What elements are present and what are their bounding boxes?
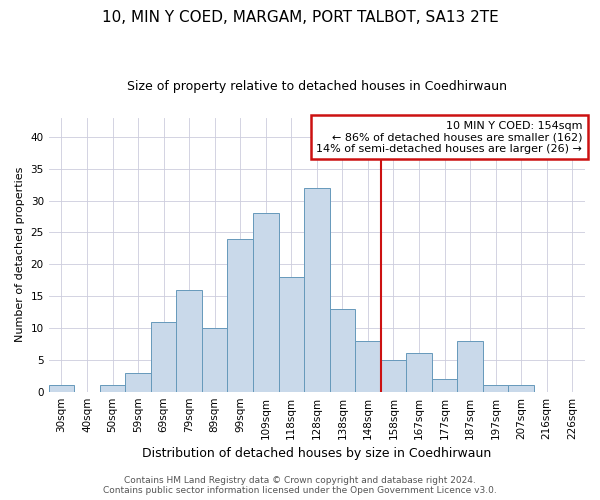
Title: Size of property relative to detached houses in Coedhirwaun: Size of property relative to detached ho…	[127, 80, 507, 93]
Bar	[380, 360, 406, 392]
Bar	[457, 340, 483, 392]
Bar	[483, 386, 508, 392]
Bar	[355, 340, 380, 392]
Bar	[202, 328, 227, 392]
Bar	[49, 386, 74, 392]
Bar	[406, 354, 432, 392]
Bar	[508, 386, 534, 392]
Bar	[125, 372, 151, 392]
Y-axis label: Number of detached properties: Number of detached properties	[15, 167, 25, 342]
Bar	[329, 309, 355, 392]
Bar	[304, 188, 329, 392]
Bar	[176, 290, 202, 392]
Text: 10, MIN Y COED, MARGAM, PORT TALBOT, SA13 2TE: 10, MIN Y COED, MARGAM, PORT TALBOT, SA1…	[101, 10, 499, 25]
X-axis label: Distribution of detached houses by size in Coedhirwaun: Distribution of detached houses by size …	[142, 447, 491, 460]
Text: Contains HM Land Registry data © Crown copyright and database right 2024.
Contai: Contains HM Land Registry data © Crown c…	[103, 476, 497, 495]
Bar	[100, 386, 125, 392]
Bar	[151, 322, 176, 392]
Text: 10 MIN Y COED: 154sqm
← 86% of detached houses are smaller (162)
14% of semi-det: 10 MIN Y COED: 154sqm ← 86% of detached …	[316, 120, 583, 154]
Bar	[432, 379, 457, 392]
Bar	[253, 214, 278, 392]
Bar	[278, 277, 304, 392]
Bar	[227, 239, 253, 392]
